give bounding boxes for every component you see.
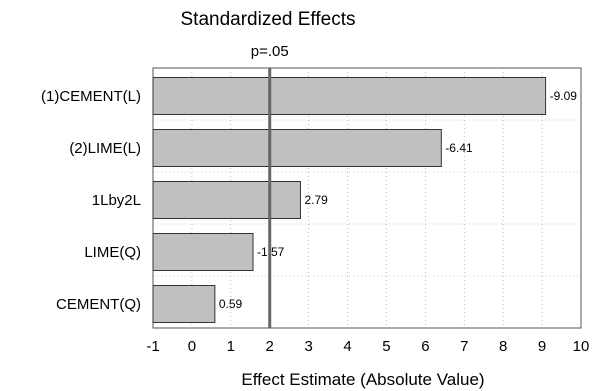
x-tick-label: 7 — [460, 338, 468, 355]
category-labels: (1)CEMENT(L) (2)LIME(L) 1Lby2L LIME(Q) CEMEN… — [41, 88, 141, 313]
x-tick-label: 5 — [382, 338, 390, 355]
category-label: (1)CEMENT(L) — [41, 88, 141, 105]
reference-layer: p=.05 — [251, 43, 289, 328]
bar — [152, 77, 547, 115]
x-tick-label: 0 — [188, 338, 196, 355]
x-tick-label: 3 — [304, 338, 312, 355]
x-tick-label: 9 — [538, 338, 546, 355]
category-label: (2)LIME(L) — [69, 140, 141, 157]
data-label: 2.79 — [304, 193, 328, 207]
x-tick-label: 2 — [266, 338, 274, 355]
bars-layer: -9.09-6.412.79-1.570.59 — [152, 77, 578, 323]
bar — [152, 285, 216, 323]
category-label: 1Lby2L — [92, 192, 141, 209]
category-label: CEMENT(Q) — [56, 296, 141, 313]
data-label: -9.09 — [550, 89, 578, 103]
x-axis-label: Effect Estimate (Absolute Value) — [241, 370, 484, 389]
x-tick-label: 8 — [499, 338, 507, 355]
bar — [152, 181, 301, 219]
data-label: 0.59 — [219, 297, 243, 311]
chart-title: Standardized Effects — [181, 9, 356, 30]
x-tick-label: -1 — [146, 338, 159, 355]
bar — [152, 233, 254, 271]
x-tick-label: 4 — [343, 338, 351, 355]
x-tick-labels: -1 0 1 2 3 4 5 6 7 8 9 10 — [146, 338, 589, 355]
reference-line-label: p=.05 — [251, 43, 289, 60]
category-label: LIME(Q) — [84, 244, 141, 261]
x-tick-label: 1 — [227, 338, 235, 355]
x-tick-label: 10 — [573, 338, 590, 355]
x-tick-label: 6 — [421, 338, 429, 355]
bar — [152, 129, 442, 167]
data-label: -6.41 — [445, 141, 473, 155]
